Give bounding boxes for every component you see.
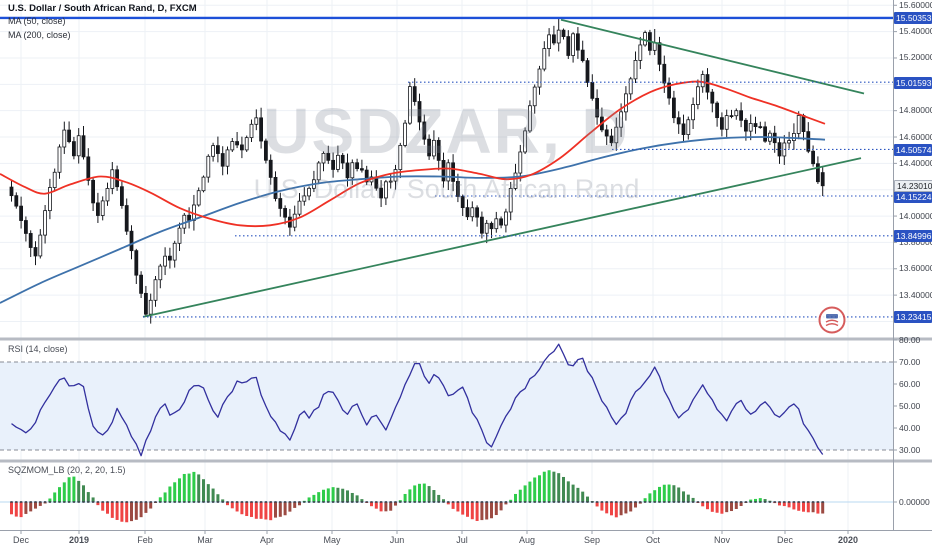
rsi-tick-label: 60.00	[899, 378, 921, 389]
price-line-label[interactable]: 15.50353	[894, 12, 932, 25]
rsi-tick-label: 80.00	[899, 334, 921, 345]
price-tick-label: 13.40000	[899, 289, 932, 300]
rsi-tick-label: 40.00	[899, 422, 921, 433]
momentum-histogram[interactable]	[10, 470, 825, 523]
time-axis[interactable]: Dec 2019 Feb Mar Apr May Jun Jul Aug Sep Oct Nov Dec…	[0, 531, 893, 550]
time-axis-label: Jun	[389, 535, 405, 545]
rsi-line[interactable]	[11, 343, 824, 457]
level-lines[interactable]	[143, 81, 893, 318]
level-price-label[interactable]: 14.15224	[894, 190, 932, 203]
legend-ma200[interactable]: MA (200, close)	[8, 29, 71, 40]
current-price-label[interactable]: 14.23010	[894, 180, 932, 193]
level-price-label[interactable]: 13.84996	[894, 230, 932, 243]
level-price-label[interactable]: 15.01593	[894, 76, 932, 89]
price-tick-label: 15.40000	[899, 26, 932, 37]
price-tick-label: 14.60000	[899, 131, 932, 142]
panel-divider[interactable]	[0, 337, 932, 341]
rsi-tick-label: 50.00	[899, 400, 921, 411]
chart-legend: U.S. Dollar / South African Rand, D, FXC…	[8, 2, 197, 42]
panel-divider[interactable]	[0, 459, 932, 463]
ma200-line[interactable]	[0, 136, 826, 304]
price-tick-label: 13.60000	[899, 263, 932, 274]
price-tick-label: 14.80000	[899, 105, 932, 116]
time-axis-label: Feb	[137, 535, 153, 545]
legend-ma50[interactable]: MA (50, close)	[8, 16, 66, 26]
symbol-title[interactable]: U.S. Dollar / South African Rand, D, FXC…	[8, 3, 197, 14]
level-price-label[interactable]: 14.50574	[894, 143, 932, 156]
time-axis-label: Mar	[197, 535, 213, 545]
time-axis-label: May	[323, 535, 341, 545]
time-axis-label: Nov	[713, 535, 731, 545]
price-tick-label: 15.20000	[899, 52, 932, 63]
price-axis[interactable]: 15.60000 15.40000 15.20000 14.80000 14.60000…	[893, 0, 932, 530]
time-axis-label: Dec	[12, 535, 30, 545]
time-axis-label: Sep	[583, 535, 601, 545]
rsi-tick-label: 30.00	[899, 444, 921, 455]
time-axis-label: 2019	[68, 535, 90, 545]
time-axis-label: Aug	[518, 535, 536, 545]
price-tick-label: 15.60000	[899, 0, 932, 10]
squeeze-momentum-label[interactable]: SQZMOM_LB (20, 2, 20, 1.5)	[8, 465, 126, 475]
time-axis-label: Apr	[259, 535, 275, 545]
momentum-zero-label: 0.00000	[899, 496, 930, 507]
time-axis-label: 2020	[837, 535, 859, 545]
trendlines[interactable]	[142, 18, 865, 318]
rsi-indicator-label[interactable]: RSI (14, close)	[8, 344, 68, 354]
time-axis-label: Dec	[776, 535, 794, 545]
time-axis-label: Jul	[456, 535, 468, 545]
rsi-tick-label: 70.00	[899, 356, 921, 367]
squeeze-dots	[10, 501, 824, 503]
price-tick-label: 14.00000	[899, 210, 932, 221]
price-tick-label: 14.40000	[899, 157, 932, 168]
time-axis-label: Oct	[645, 535, 661, 545]
level-price-label[interactable]: 13.23415	[894, 311, 932, 324]
broker-logo-icon	[818, 306, 846, 334]
